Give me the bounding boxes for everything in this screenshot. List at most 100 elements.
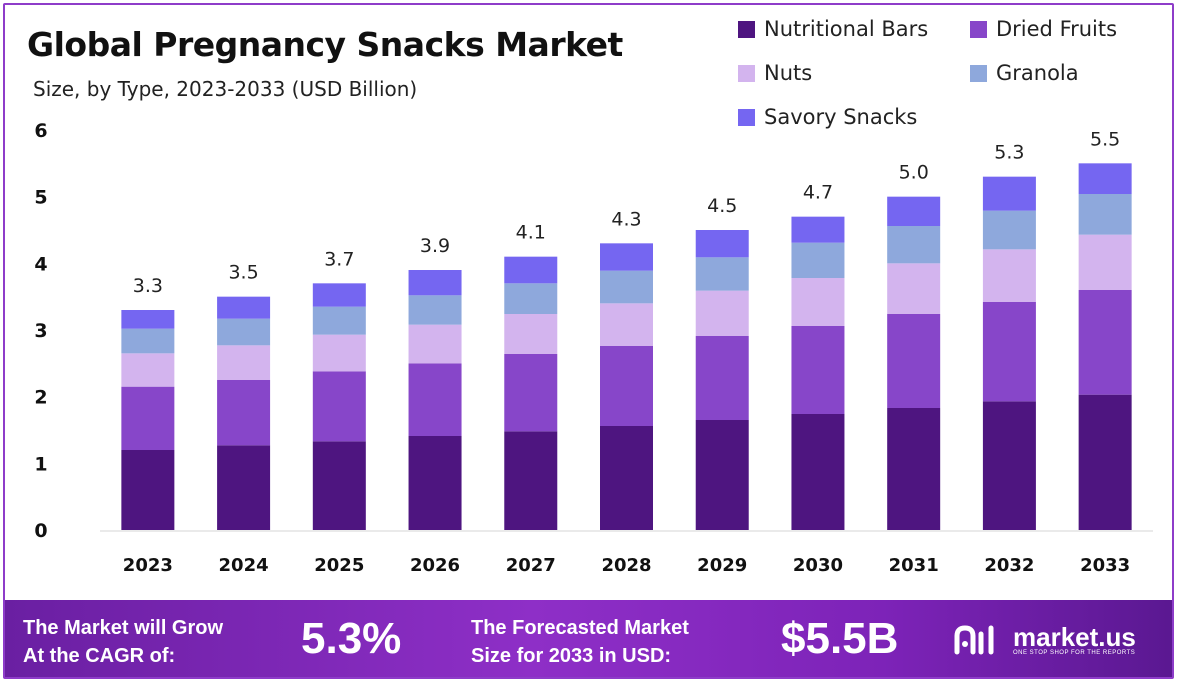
bar-segment: [312, 283, 366, 307]
bar-segment: [121, 450, 175, 530]
bar-segment: [982, 176, 1036, 211]
bar-segment: [408, 270, 462, 296]
infographic-frame: Global Pregnancy Snacks Market Size, by …: [3, 3, 1174, 679]
legend-label: Dried Fruits: [996, 17, 1118, 41]
bar-total-label: 4.1: [516, 222, 546, 244]
bar-segment: [312, 371, 366, 442]
forecast-value: $5.5B: [781, 614, 899, 663]
bar-segment: [791, 242, 845, 278]
bar-segment: [695, 257, 749, 291]
legend-item: Dried Fruits: [970, 17, 1117, 41]
legend-label: Nuts: [764, 61, 813, 85]
bar-segment: [600, 346, 653, 426]
bar-segment: [1078, 163, 1132, 194]
x-tick-label: 2023: [123, 555, 173, 576]
bar-segment: [791, 216, 845, 243]
bar-segment: [217, 318, 271, 346]
bar-segment: [982, 401, 1036, 530]
y-tick-label: 3: [34, 320, 47, 342]
cagr-label-line1: The Market will Grow: [23, 617, 224, 639]
bar-segment: [504, 283, 558, 314]
bar-segment: [1078, 194, 1132, 235]
y-tick-label: 0: [34, 520, 47, 542]
x-tick-label: 2030: [793, 555, 843, 576]
bar-segment: [600, 270, 653, 304]
legend-item: Savory Snacks: [738, 105, 917, 129]
bar-segment: [408, 436, 462, 530]
legend-swatch: [738, 20, 755, 38]
x-tick-label: 2024: [219, 555, 269, 576]
bar-segment: [887, 408, 941, 530]
stacked-bar-chart: 0 1 2 3 4 5 6 3.3 2023 3.5 2024 3.7 2025 3.9 2026 4.1 20…: [34, 120, 1153, 576]
bar-total-label: 3.3: [133, 275, 163, 297]
bar-segment: [121, 353, 175, 387]
x-tick-label: 2033: [1080, 555, 1130, 576]
y-tick-label: 1: [34, 453, 47, 475]
legend-swatch: [738, 108, 755, 126]
bar-segment: [121, 328, 175, 354]
bar-total-label: 3.5: [228, 262, 258, 284]
bar-segment: [695, 336, 749, 420]
bar-total-label: 4.5: [707, 195, 737, 217]
bar-segment: [1078, 234, 1132, 290]
chart-subtitle: Size, by Type, 2023-2033 (USD Billion): [33, 77, 418, 101]
bar-segment: [1078, 290, 1132, 395]
y-tick-label: 2: [34, 387, 47, 409]
cagr-label: The Market will Grow At the CAGR of:: [23, 614, 223, 670]
cagr-value: 5.3%: [301, 614, 402, 663]
bar-total-label: 5.0: [899, 162, 929, 184]
bar-segment: [408, 324, 462, 364]
x-tick-label: 2025: [314, 555, 364, 576]
brand-tagline: ONE STOP SHOP FOR THE REPORTS: [1013, 650, 1136, 656]
legend-item: Nuts: [738, 61, 812, 85]
chart-title: Global Pregnancy Snacks Market: [27, 25, 623, 64]
legend-swatch: [970, 20, 987, 38]
brand-logo: market.us ONE STOP SHOP FOR THE REPORTS: [953, 622, 1136, 658]
bar-segment: [982, 249, 1036, 302]
bar-segment: [695, 290, 749, 336]
bar-segment: [504, 354, 558, 432]
forecast-label: The Forecasted Market Size for 2033 in U…: [471, 614, 689, 670]
legend-label: Nutritional Bars: [764, 17, 929, 41]
bar-segment: [600, 243, 653, 271]
x-tick-label: 2029: [697, 555, 747, 576]
bar-segment: [312, 334, 366, 372]
market-us-logo-icon: [954, 625, 994, 655]
forecast-label-line1: The Forecasted Market: [471, 617, 689, 639]
bar-segment: [982, 210, 1036, 250]
bar-segment: [791, 414, 845, 530]
bar-segment: [217, 296, 271, 319]
y-tick-label: 4: [34, 253, 47, 275]
forecast-label-line2: Size for 2033 in USD:: [471, 645, 672, 667]
bar-segment: [312, 306, 366, 335]
cagr-label-line2: At the CAGR of:: [23, 645, 176, 667]
bar-total-label: 5.5: [1090, 128, 1120, 150]
bar-segment: [791, 326, 845, 414]
brand-name: market.us: [1013, 622, 1136, 652]
bar-segment: [887, 196, 941, 226]
x-tick-label: 2027: [506, 555, 556, 576]
bar-segment: [504, 431, 558, 530]
x-tick-label: 2028: [601, 555, 651, 576]
bar-segment: [695, 420, 749, 530]
bar-segment: [695, 230, 749, 258]
x-tick-label: 2031: [889, 555, 939, 576]
legend-label: Granola: [996, 61, 1079, 85]
bar-segment: [600, 303, 653, 346]
bar-total-label: 5.3: [994, 142, 1024, 164]
legend-item: Granola: [970, 61, 1079, 85]
summary-banner: The Market will Grow At the CAGR of: 5.3…: [5, 600, 1172, 677]
bar-segment: [408, 295, 462, 325]
bar-segment: [312, 441, 366, 530]
bar-segment: [217, 345, 271, 380]
bar-total-label: 4.7: [803, 182, 833, 204]
bar-segment: [600, 426, 653, 530]
bar-segment: [887, 226, 941, 264]
bar-segment: [1078, 394, 1132, 530]
bar-segment: [887, 314, 941, 408]
bar-segment: [408, 363, 462, 436]
legend-swatch: [970, 64, 987, 82]
bar-segment: [982, 302, 1036, 402]
bar-segment: [121, 310, 175, 329]
x-tick-label: 2032: [984, 555, 1034, 576]
